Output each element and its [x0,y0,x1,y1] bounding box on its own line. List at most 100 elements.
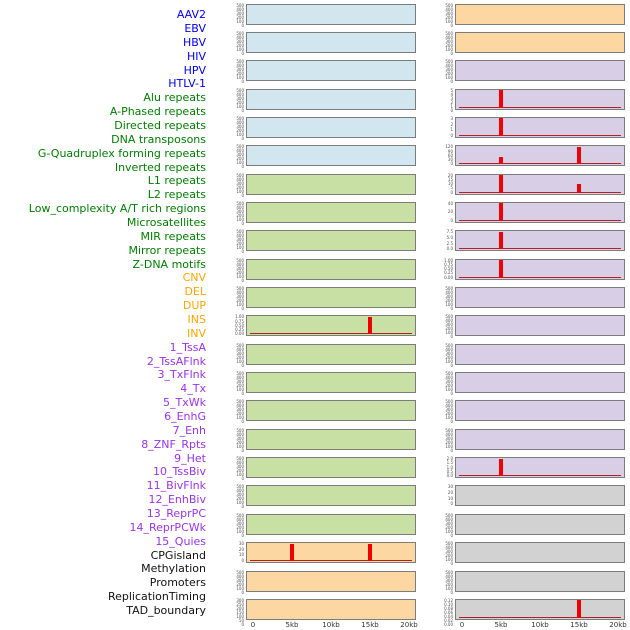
y-tick-label: 100 [445,585,453,591]
y-tick-label: 0.06 [444,609,453,615]
y-axis-ticks-1-tssa: 500 400 300 200 100 0 [428,59,453,85]
y-tick-label: 400 [236,573,244,579]
y-tick-label: 500 [236,342,244,348]
y-tick-label: 0 [241,532,244,538]
y-tick-label: 100 [445,528,453,534]
y-tick-label: 500 [445,569,453,575]
y-tick-label: 400 [236,403,244,409]
track-panel-9-het [455,287,625,308]
track-label-dna-transposons: DNA transposons [111,132,206,146]
track-panel-del [246,570,416,592]
y-tick-label: 0.50 [444,266,453,272]
track-label-tad-boundary: TAD_boundary [126,603,206,617]
x-axis-tick-label: 0 [250,620,256,629]
track-panel-promoters [455,542,625,564]
track-label-6-enhg: 6_EnhG [164,409,206,423]
y-tick-label: 300 [236,38,244,44]
y-tick-label: 1.00 [444,257,453,263]
y-tick-label: 100 [445,415,453,421]
y-tick-label: 2.5 [446,240,453,246]
track-label-ins: INS [187,312,206,326]
y-tick-label: 0.0 [446,246,453,252]
y-tick-label: 500 [445,59,453,65]
y-axis-ticks-9-het: 500 400 300 200 100 0 [428,287,453,311]
y-tick-label: 300 [445,520,453,526]
y-tick-label: 200 [445,439,453,445]
data-spike [498,260,503,278]
y-tick-label: 500 [236,115,244,121]
track-panel-aav2 [246,3,416,25]
y-tick-label: 100 [236,18,244,24]
y-axis-ticks-5-txwk: 20 15 10 5 0 [428,172,453,195]
y-tick-label: 400 [236,119,244,125]
y-tick-label: 0 [241,79,244,85]
y-axis-ticks-cnv: 30 20 10 0 [219,542,244,563]
track-label-2-tssaflnk: 2_TssAFlnk [146,354,206,368]
y-tick-label: 0.25 [235,327,244,333]
y-tick-label: 30 [447,157,453,162]
y-axis-ticks-mirror-repeats: 500 400 300 200 100 0 [219,485,244,510]
y-tick-label: 0 [241,504,244,510]
data-spike [576,600,581,618]
y-tick-label: 0.08 [444,605,453,611]
y-tick-label: 200 [445,326,453,332]
y-tick-label: 400 [445,573,453,579]
y-axis-ticks-dna-transposons: 500 400 300 200 100 0 [219,258,244,282]
y-tick-label: 20 [447,172,453,178]
data-spike [498,231,503,250]
y-tick-label: 0.02 [444,617,453,623]
y-tick-label: 400 [236,261,244,267]
y-tick-label: 500 [236,399,244,405]
y-tick-label: 150 [236,609,244,615]
y-axis-ticks-hiv: 500 400 300 200 100 0 [219,88,244,112]
y-tick-label: 500 [236,427,244,433]
y-tick-label: 2 [450,99,453,105]
y-tick-label: 400 [236,460,244,466]
y-tick-label: 300 [236,407,244,413]
y-tick-label: 300 [445,379,453,385]
y-axis-ticks-4-tx: 120 90 60 30 0 [428,145,453,166]
y-tick-label: 2 [450,121,453,127]
track-panel-mir-repeats [246,457,416,479]
track-panel-l2-repeats [246,372,416,394]
y-tick-label: 200 [236,212,244,218]
y-tick-label: 0.00 [444,274,453,280]
y-tick-label: 0 [241,249,244,255]
y-tick-label: 0 [241,589,244,595]
x-axis-tick-label: 5kb [494,620,508,629]
y-axis-ticks-14-reprpcwk: 500 400 300 200 100 0 [428,428,453,453]
y-tick-label: 100 [236,500,244,506]
y-axis-ticks-replicationtiming: 500 400 300 200 100 0 [428,569,453,594]
y-tick-label: 200 [236,156,244,162]
y-tick-label: 0 [450,447,453,453]
y-tick-label: 300 [236,237,244,243]
y-tick-label: 300 [445,322,453,328]
y-axis-ticks-microsatellites: 500 400 300 200 100 0 [219,427,244,452]
y-tick-label: 400 [236,148,244,154]
y-tick-label: 100 [445,302,453,307]
track-label-methylation: Methylation [141,562,206,576]
y-tick-label: 400 [236,204,244,210]
track-label-ebv: EBV [184,21,206,35]
y-tick-label: 100 [445,18,453,24]
y-tick-label: 0 [450,189,453,195]
track-label-14-reprpcwk: 14_ReprPCWk [129,520,206,534]
y-tick-label: 300 [236,492,244,498]
y-tick-label: 200 [236,496,244,502]
y-tick-label: 300 [445,294,453,299]
track-panel-a-phased-repeats [246,201,416,223]
y-tick-label: 200 [445,383,453,389]
track-label-g-quadruplex-forming-repeats: G-Quadruplex forming repeats [37,146,206,160]
y-tick-label: 300 [445,67,453,73]
y-tick-label: 400 [236,63,244,69]
y-axis-ticks-8-znf-rpts: 1.00 0.75 0.50 0.25 0.00 [428,257,453,280]
y-tick-label: 0 [241,476,244,482]
track-panel-3-txflnk [455,116,625,138]
x-axis-tick-label: 20kb [609,620,627,629]
y-tick-label: 500 [236,371,244,377]
y-tick-label: 0 [450,217,453,223]
y-axis-ticks-methylation: 500 400 300 200 100 0 [428,513,453,537]
y-tick-label: 500 [445,541,453,547]
y-tick-label: 0 [450,79,453,85]
